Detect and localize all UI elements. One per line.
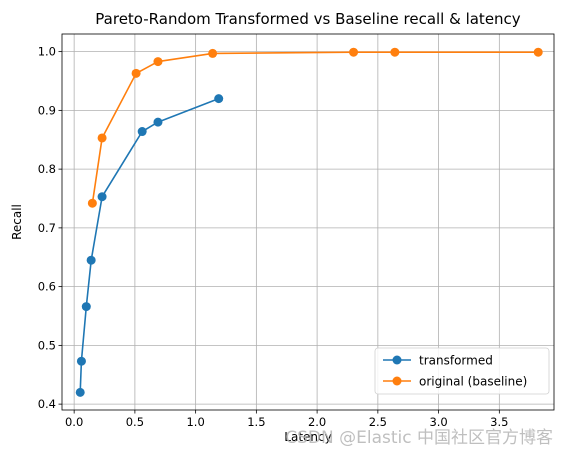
series-layer xyxy=(75,47,543,397)
data-point xyxy=(81,302,91,312)
data-point xyxy=(131,68,141,78)
data-point xyxy=(349,47,359,57)
y-tick-label: 0.4 xyxy=(38,397,56,411)
x-axis-label: Latency xyxy=(284,430,331,444)
data-point xyxy=(86,255,96,265)
plot-frame xyxy=(61,33,555,411)
x-tick-label: 3.0 xyxy=(429,415,447,429)
data-point xyxy=(533,47,543,57)
x-tick-label: 1.5 xyxy=(247,415,265,429)
x-tick-label: 3.5 xyxy=(490,415,508,429)
legend-box xyxy=(374,347,550,395)
data-point xyxy=(76,356,86,366)
data-point xyxy=(208,48,218,58)
y-tick-label: 0.7 xyxy=(38,221,56,235)
chart-title: Pareto-Random Transformed vs Baseline re… xyxy=(95,10,520,28)
y-tick-label: 0.8 xyxy=(38,162,56,176)
data-point xyxy=(75,387,85,397)
x-tick-label: 1.0 xyxy=(186,415,204,429)
series-line-1 xyxy=(91,51,539,204)
y-tick-label: 0.9 xyxy=(38,103,56,117)
legend-marker xyxy=(392,376,402,386)
x-tick-label: 0.5 xyxy=(126,415,144,429)
data-point xyxy=(214,94,224,104)
data-point xyxy=(87,198,97,208)
legend: transformed original (baseline) xyxy=(374,347,550,395)
y-axis-label: Recall xyxy=(10,204,24,240)
data-point xyxy=(153,117,163,127)
data-point xyxy=(97,192,107,202)
legend-label: transformed xyxy=(419,354,493,368)
x-tick-label: 0.0 xyxy=(65,415,83,429)
y-tick-label: 0.5 xyxy=(38,338,56,352)
data-point xyxy=(137,127,147,137)
ticks: 0.0 0.5 1.0 1.5 2.0 2.5 3.0 3.5 0.4 0.5 0.6 0.7 0.8 0… xyxy=(38,45,509,429)
x-tick-label: 2.0 xyxy=(308,415,326,429)
data-point xyxy=(153,57,163,67)
watermark-text: CSDN @Elastic 中国社区官方博客 xyxy=(285,428,553,448)
legend-marker xyxy=(392,355,402,365)
data-point xyxy=(390,47,400,57)
grid xyxy=(62,34,554,410)
legend-label: original (baseline) xyxy=(419,375,527,389)
data-point xyxy=(97,133,107,143)
y-tick-label: 0.6 xyxy=(38,280,56,294)
x-tick-label: 2.5 xyxy=(369,415,387,429)
y-tick-label: 1.0 xyxy=(38,45,56,59)
